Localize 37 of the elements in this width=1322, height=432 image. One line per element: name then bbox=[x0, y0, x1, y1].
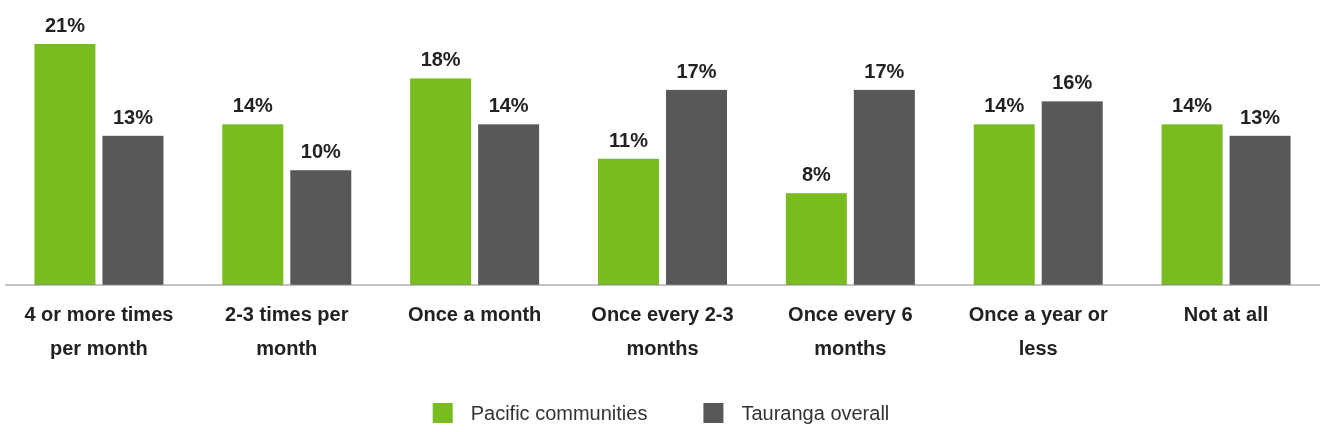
bar bbox=[1161, 124, 1223, 285]
bar bbox=[853, 89, 915, 285]
data-label: 13% bbox=[112, 105, 154, 128]
bar bbox=[598, 158, 659, 285]
bar bbox=[290, 170, 352, 285]
data-label: 14% bbox=[1172, 94, 1213, 117]
data-label: 17% bbox=[864, 59, 905, 82]
x-tick-label: Once a month bbox=[407, 303, 542, 325]
bar bbox=[410, 78, 472, 285]
data-label: 13% bbox=[1240, 105, 1281, 128]
bar bbox=[785, 193, 847, 285]
data-label: 14% bbox=[488, 94, 529, 117]
bar bbox=[34, 44, 96, 285]
x-tick-label: Once every 6 months bbox=[788, 303, 913, 359]
legend-label: Pacific communities bbox=[470, 402, 648, 424]
bar bbox=[973, 124, 1035, 285]
x-tick-label: 4 or more times per month bbox=[24, 303, 174, 359]
data-label: 10% bbox=[300, 140, 342, 163]
data-label: 11% bbox=[609, 128, 649, 151]
bar bbox=[222, 124, 284, 285]
data-label: 21% bbox=[44, 14, 86, 36]
x-tick-label: Once every 2-3 months bbox=[591, 303, 734, 359]
x-tick-label: Not at all bbox=[1183, 303, 1269, 325]
bar bbox=[1041, 101, 1103, 285]
data-label: 14% bbox=[984, 94, 1025, 117]
data-label: 8% bbox=[801, 163, 832, 186]
data-label: 14% bbox=[232, 94, 274, 117]
data-label: 16% bbox=[1052, 71, 1093, 94]
x-tick-label: 2-3 times per month bbox=[225, 303, 349, 359]
x-tick-label: Once a year or less bbox=[968, 303, 1108, 359]
bar bbox=[1229, 135, 1291, 285]
bar bbox=[478, 124, 540, 285]
data-label: 17% bbox=[676, 59, 717, 82]
data-label: 18% bbox=[420, 48, 461, 71]
legend-label: Tauranga overall bbox=[741, 402, 890, 424]
bar bbox=[666, 89, 727, 285]
bar bbox=[102, 135, 164, 285]
